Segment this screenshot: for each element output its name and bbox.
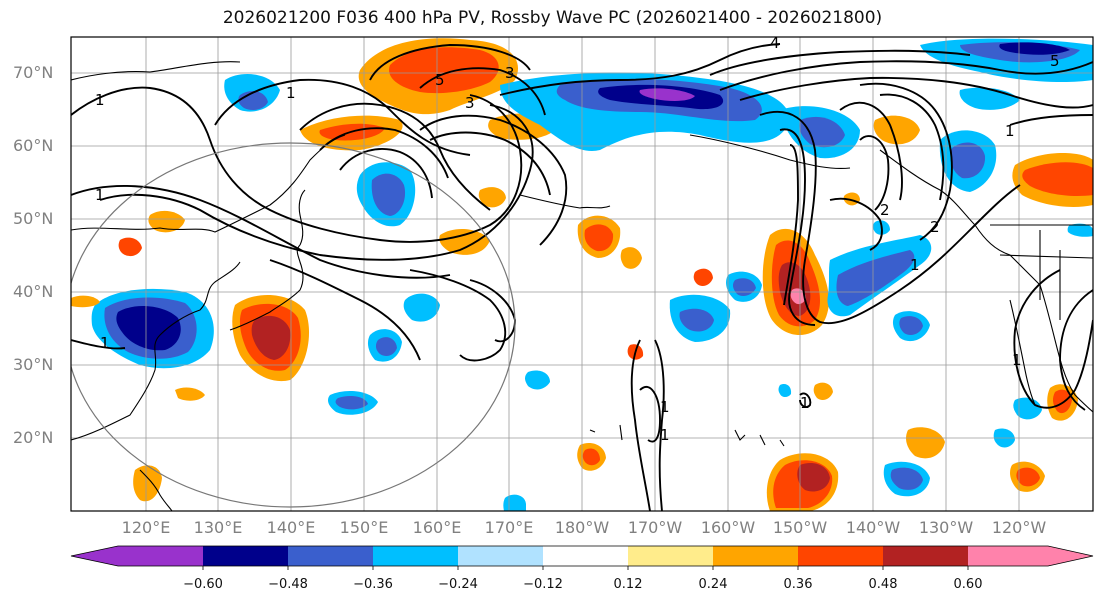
lat-label: 50°N <box>13 209 53 228</box>
colorbar-segment <box>628 546 713 566</box>
contour-label: 5 <box>1050 52 1060 70</box>
colorbar-tick: 0.12 <box>614 577 643 592</box>
contour-label: 1 <box>660 398 670 416</box>
colorbar-tick: 0.24 <box>699 577 728 592</box>
longitude-labels: 120°E 130°E 140°E 150°E 160°E 170°E 180°… <box>122 518 1047 537</box>
colorbar-tick: −0.36 <box>353 577 393 592</box>
map-title: 2026021200 F036 400 hPa PV, Rossby Wave … <box>222 8 883 28</box>
map-frame <box>70 36 1094 512</box>
colorbar-tick: 0.36 <box>784 577 813 592</box>
colorbar-tick: −0.24 <box>438 577 478 592</box>
colorbar-extend-high <box>1048 546 1093 566</box>
lat-label: 30°N <box>13 355 53 374</box>
contour-label: 5 <box>435 71 445 89</box>
lon-label: 130°E <box>194 518 243 537</box>
contour-label: 1 <box>1005 122 1015 140</box>
lon-label: 170°W <box>628 518 683 537</box>
lon-label: 130°W <box>919 518 974 537</box>
colorbar-segment <box>883 546 968 566</box>
lon-label: 160°W <box>701 518 756 537</box>
range-circle <box>71 142 516 508</box>
contour-label: 1 <box>95 186 105 204</box>
colorbar-extend-low <box>71 546 118 566</box>
colorbar-segment <box>288 546 373 566</box>
colorbar-segment <box>543 546 628 566</box>
colorbar-tick: 0.48 <box>869 577 898 592</box>
colorbar-segment <box>373 546 458 566</box>
colorbar-segment <box>458 546 543 566</box>
contour-label: 1 <box>95 91 105 109</box>
contour-label: 3 <box>505 64 515 82</box>
colorbar-segment <box>713 546 798 566</box>
colorbar-segment <box>798 546 883 566</box>
colorbar-tick: 0.60 <box>954 577 983 592</box>
lon-label: 180°W <box>555 518 610 537</box>
colorbar-segment <box>968 546 1048 566</box>
lon-label: 170°E <box>485 518 534 537</box>
pv-anomaly-shading <box>71 38 1093 511</box>
contour-label: 1 <box>1012 351 1022 369</box>
lon-label: 150°W <box>773 518 828 537</box>
lon-label: 140°W <box>846 518 901 537</box>
lat-label: 70°N <box>13 63 53 82</box>
colorbar-tick: −0.12 <box>523 577 563 592</box>
lon-label: 160°E <box>413 518 462 537</box>
colorbar-segment <box>118 546 203 566</box>
contour-labels: 1 1 1 3 3 5 4 5 1 2 2 1 1 1 1 1 1 <box>95 34 1060 444</box>
lat-label: 40°N <box>13 282 53 301</box>
contour-label: 3 <box>465 94 475 112</box>
contour-label: 1 <box>660 426 670 444</box>
contour-label: 1 <box>910 256 920 274</box>
lon-label: 140°E <box>267 518 316 537</box>
coastlines <box>71 61 1093 511</box>
contour-label: 1 <box>286 84 296 102</box>
contour-label: 1 <box>800 394 810 412</box>
colorbar-segment <box>203 546 288 566</box>
contour-label: 1 <box>100 334 110 352</box>
colorbar: −0.60 −0.48 −0.36 −0.24 −0.12 0.12 0.24 … <box>70 545 1094 592</box>
lon-label: 120°W <box>992 518 1047 537</box>
lon-label: 120°E <box>122 518 171 537</box>
colorbar-tick: −0.48 <box>268 577 308 592</box>
contour-label: 4 <box>770 34 780 52</box>
colorbar-tick: −0.60 <box>183 577 223 592</box>
lat-label: 20°N <box>13 428 53 447</box>
lat-label: 60°N <box>13 136 53 155</box>
contour-label: 2 <box>880 201 890 219</box>
pv-contours <box>71 43 1093 511</box>
lon-label: 150°E <box>340 518 389 537</box>
contour-label: 2 <box>930 218 940 236</box>
latitude-labels: 70°N 60°N 50°N 40°N 30°N 20°N <box>13 63 53 447</box>
